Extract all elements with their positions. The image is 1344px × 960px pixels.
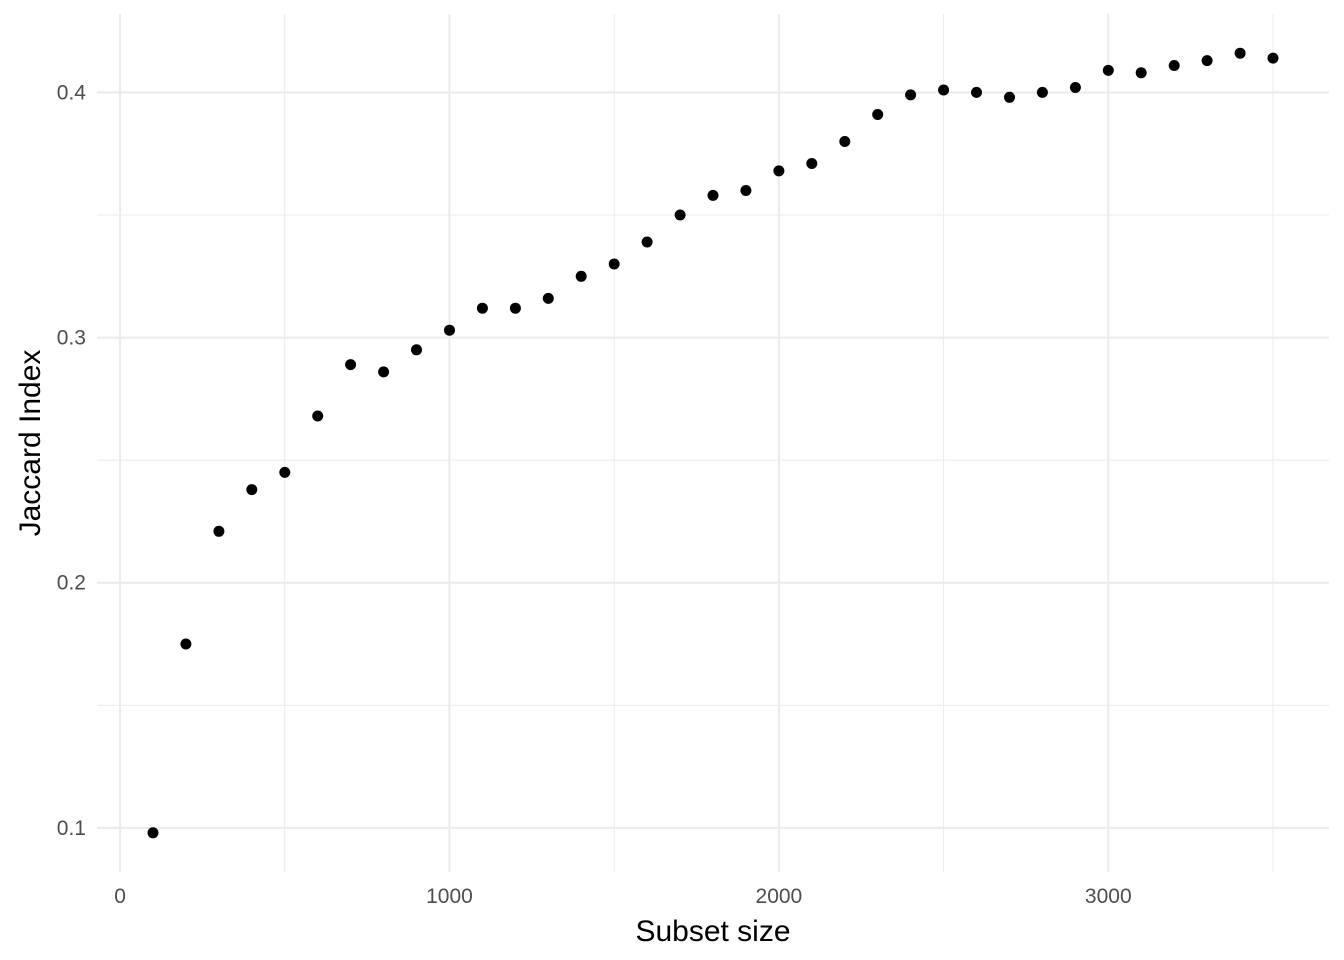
data-point — [938, 84, 950, 96]
data-point — [575, 270, 587, 282]
x-axis-tick-labels: 0 1000 2000 3000 — [114, 885, 1131, 908]
data-point — [411, 344, 422, 356]
data-point — [905, 89, 917, 101]
y-tick-label: 0.1 — [57, 817, 86, 840]
x-tick-label: 2000 — [756, 885, 803, 908]
data-point — [180, 638, 192, 650]
x-tick-label: 1000 — [426, 885, 473, 908]
data-point — [839, 136, 851, 147]
data-point — [1234, 47, 1246, 59]
data-point — [773, 165, 785, 177]
data-points — [147, 47, 1279, 839]
gridlines-major — [97, 14, 1329, 872]
data-point — [246, 484, 258, 496]
data-point — [707, 189, 719, 201]
data-point — [1135, 67, 1147, 79]
data-point — [279, 466, 291, 478]
data-point — [1102, 64, 1114, 76]
y-tick-label: 0.2 — [57, 572, 86, 595]
data-point — [1267, 52, 1279, 64]
data-point — [213, 525, 225, 537]
data-point — [1069, 82, 1081, 93]
data-point — [345, 359, 357, 371]
x-tick-label: 3000 — [1085, 885, 1132, 908]
data-point — [971, 86, 982, 98]
data-point — [1201, 55, 1213, 67]
data-point — [608, 258, 620, 270]
data-point — [872, 109, 884, 120]
data-point — [542, 292, 554, 304]
data-point — [641, 236, 653, 248]
data-point — [1036, 86, 1048, 98]
data-point — [147, 827, 159, 839]
y-axis-title: Jaccard Index — [14, 350, 47, 537]
x-tick-label: 0 — [114, 885, 126, 908]
data-point — [476, 302, 488, 314]
data-point — [1004, 91, 1015, 103]
y-tick-label: 0.4 — [57, 81, 87, 104]
data-point — [806, 158, 818, 169]
data-point — [740, 185, 752, 196]
x-axis-title: Subset size — [635, 915, 790, 948]
y-axis-tick-labels: 0.1 0.2 0.3 0.4 — [57, 81, 87, 839]
data-point — [378, 366, 390, 378]
y-tick-label: 0.3 — [57, 327, 86, 350]
data-point — [312, 410, 324, 422]
data-point — [1168, 60, 1180, 71]
gridlines-minor — [97, 14, 1329, 872]
data-point — [509, 302, 521, 314]
data-point — [674, 209, 686, 221]
data-point — [444, 324, 455, 336]
